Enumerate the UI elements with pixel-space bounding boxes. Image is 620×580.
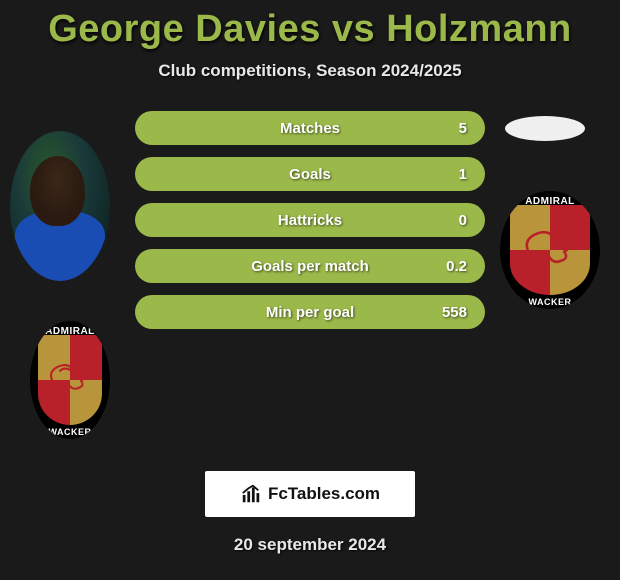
stat-right-value: 0 xyxy=(427,212,467,229)
stat-row-goals-per-match: Goals per match 0.2 xyxy=(135,249,485,283)
crest-text-bottom: WACKER xyxy=(30,427,110,437)
stat-row-hattricks: Hattricks 0 xyxy=(135,203,485,237)
footer-date: 20 september 2024 xyxy=(0,535,620,555)
player2-club-crest: ADMIRAL WACKER xyxy=(500,191,600,309)
player1-photo xyxy=(10,131,110,281)
stat-row-min-per-goal: Min per goal 558 xyxy=(135,295,485,329)
subtitle: Club competitions, Season 2024/2025 xyxy=(0,61,620,81)
crest-text-top: ADMIRAL xyxy=(30,326,110,337)
crest-text-top: ADMIRAL xyxy=(500,196,600,207)
stat-row-matches: Matches 5 xyxy=(135,111,485,145)
crest-text-bottom: WACKER xyxy=(500,297,600,307)
comparison-area: ADMIRAL WACKER ADMIRAL WACKER Matches 5 … xyxy=(0,111,620,431)
player1-club-crest: ADMIRAL WACKER xyxy=(30,321,110,439)
chart-icon xyxy=(240,483,262,505)
site-name: FcTables.com xyxy=(268,484,380,504)
stat-row-goals: Goals 1 xyxy=(135,157,485,191)
stat-right-value: 0.2 xyxy=(427,258,467,275)
stat-right-value: 5 xyxy=(427,120,467,137)
stat-right-value: 1 xyxy=(427,166,467,183)
stat-right-value: 558 xyxy=(427,304,467,321)
player2-photo-placeholder xyxy=(505,116,585,141)
site-badge[interactable]: FcTables.com xyxy=(205,471,415,517)
page-title: George Davies vs Holzmann xyxy=(0,0,620,51)
stats-list: Matches 5 Goals 1 Hattricks 0 Goals per … xyxy=(135,111,485,341)
